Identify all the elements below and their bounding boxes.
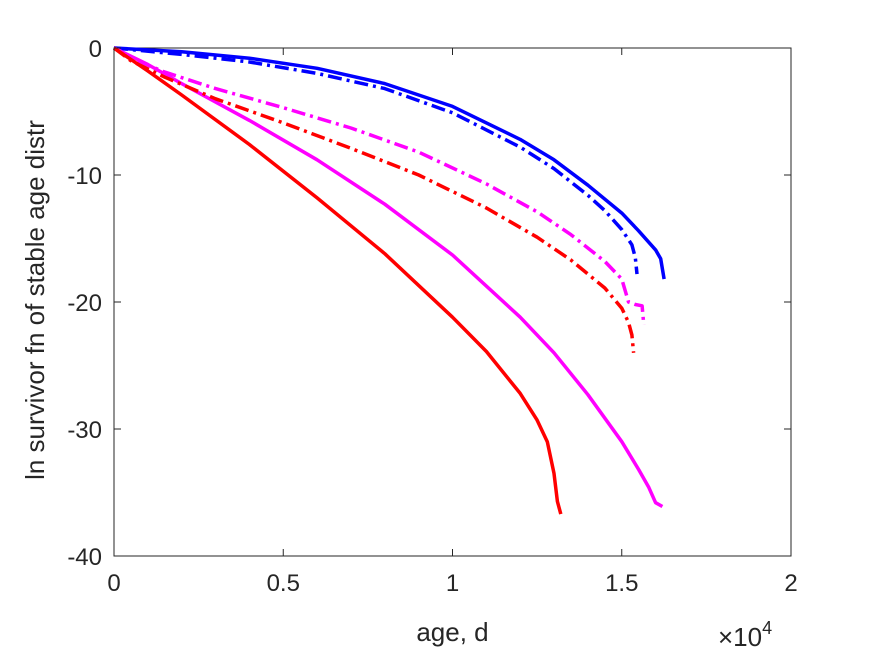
series-group [112, 46, 666, 515]
x-tick-label: 1.5 [605, 570, 638, 597]
y-axis-label: ln survivor fn of stable age distr [20, 120, 50, 480]
y-tick-label: -40 [67, 544, 102, 571]
x-tick-label: 2 [784, 570, 797, 597]
x-tick-label: 0.5 [267, 570, 300, 597]
plot-frame [113, 47, 792, 557]
plot-area [113, 47, 792, 557]
x-axis-label: age, d [416, 617, 488, 647]
y-tick-label: 0 [89, 36, 102, 63]
y-tick-label: -30 [67, 417, 102, 444]
x-tick-label: 1 [446, 570, 459, 597]
series-line-5 [112, 46, 636, 353]
x-tick-label: 0 [107, 570, 120, 597]
series-line-1 [113, 46, 666, 280]
series-line-4 [113, 46, 646, 326]
x-axis-multiplier-base: ×10 [718, 622, 762, 652]
y-tick-label: -20 [67, 290, 102, 317]
tick-group: 0 0.5 1 1.5 2 0 -10 -20 -30 -40 [67, 36, 797, 597]
x-axis-multiplier: ×104 [718, 618, 772, 652]
y-tick-label: -10 [67, 163, 102, 190]
x-axis-multiplier-exponent: 4 [762, 618, 772, 638]
series-line-2 [113, 46, 639, 275]
series-line-6 [113, 46, 563, 515]
